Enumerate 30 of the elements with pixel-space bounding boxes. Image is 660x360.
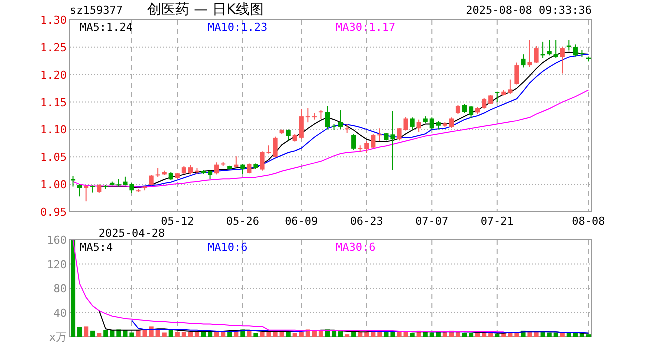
y-tick-label: 1.00 <box>40 178 67 192</box>
text: MA10:6 <box>208 241 248 254</box>
text: sz159377 <box>70 4 123 17</box>
x-tick-label: 06-23 <box>350 215 384 228</box>
text: MA10:1.23 <box>208 21 268 34</box>
x-tick-label: 07-21 <box>480 215 514 228</box>
x-tick-label: 2025-04-28 <box>98 227 166 240</box>
y-tick-label: 120 <box>47 258 67 272</box>
x-tick-label: 05-12 <box>161 215 194 228</box>
x-tick-label: 06-09 <box>285 215 318 228</box>
text: MA30:6 <box>336 241 376 254</box>
x-tick-label: 08-08 <box>572 215 606 228</box>
text: 2025-08-08 09:33:36 <box>466 4 592 17</box>
y-tick-label: 40 <box>54 306 67 320</box>
x-tick-label: 05-26 <box>226 215 260 228</box>
y-tick-label: 1.20 <box>40 68 67 82</box>
text: MA5:1.24 <box>80 21 134 34</box>
x-tick-label: 07-07 <box>416 215 449 228</box>
y-tick-label: x万 <box>49 331 67 344</box>
y-tick-label: 1.15 <box>40 96 67 110</box>
y-tick-label: 0.95 <box>40 206 67 219</box>
y-tick-label: 1.30 <box>40 14 67 27</box>
y-tick-label: 80 <box>54 282 67 296</box>
y-tick-label: 1.25 <box>40 41 67 54</box>
y-tick-label: 1.10 <box>40 124 67 137</box>
y-tick-label: 1.05 <box>40 151 67 164</box>
chart-title: 创医药 — 日K线图 <box>148 2 264 18</box>
y-tick-label: 160 <box>47 234 67 247</box>
text: MA5:4 <box>80 241 114 254</box>
text: MA30:1.17 <box>336 21 396 34</box>
